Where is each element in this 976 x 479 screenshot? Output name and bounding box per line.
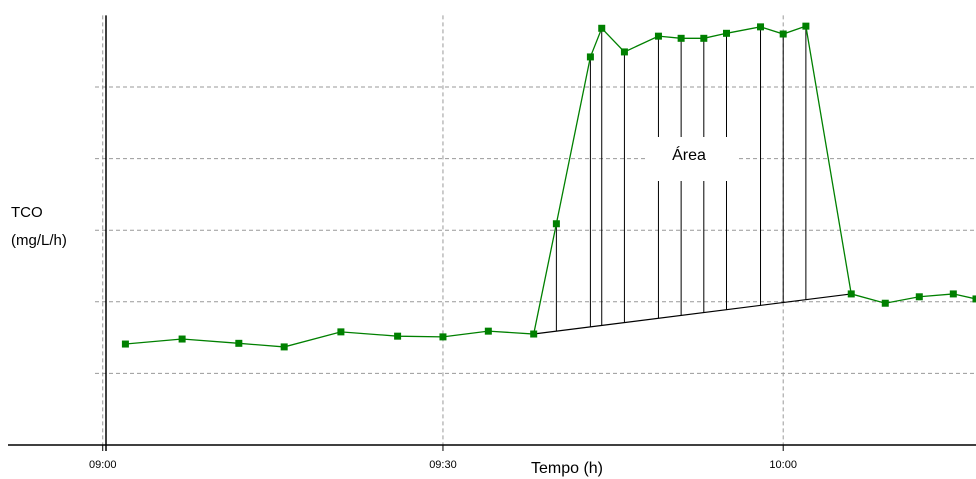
data-point — [915, 293, 923, 301]
data-point — [779, 30, 787, 38]
y-axis-label: (mg/L/h) — [11, 232, 67, 249]
data-point — [337, 328, 345, 336]
data-point — [654, 32, 662, 40]
data-point — [700, 34, 708, 42]
data-point — [552, 220, 560, 228]
data-point — [722, 29, 730, 37]
annotation-box — [647, 137, 739, 181]
data-point — [178, 335, 186, 343]
data-point — [586, 53, 594, 61]
data-point — [484, 327, 492, 335]
data-point — [121, 340, 129, 348]
data-point — [881, 299, 889, 307]
annotation: Área — [672, 145, 706, 164]
area-baseline — [533, 293, 852, 335]
data-point — [394, 332, 402, 340]
x-tick-label: 09:30 — [429, 459, 457, 471]
data-point — [530, 330, 538, 338]
data-point — [949, 290, 957, 298]
data-point — [847, 290, 855, 298]
data-point — [802, 22, 810, 30]
x-tick-label: 09:00 — [89, 459, 117, 471]
data-point — [620, 48, 628, 56]
data-point — [757, 23, 765, 31]
data-point — [972, 295, 976, 303]
data-point — [235, 339, 243, 347]
data-point — [439, 333, 447, 341]
x-tick-label: 10:00 — [769, 459, 797, 471]
data-point — [598, 24, 606, 32]
data-point — [677, 34, 685, 42]
y-axis-label: TCO — [11, 204, 43, 221]
data-point — [280, 343, 288, 351]
x-axis-label: Tempo (h) — [531, 460, 603, 477]
